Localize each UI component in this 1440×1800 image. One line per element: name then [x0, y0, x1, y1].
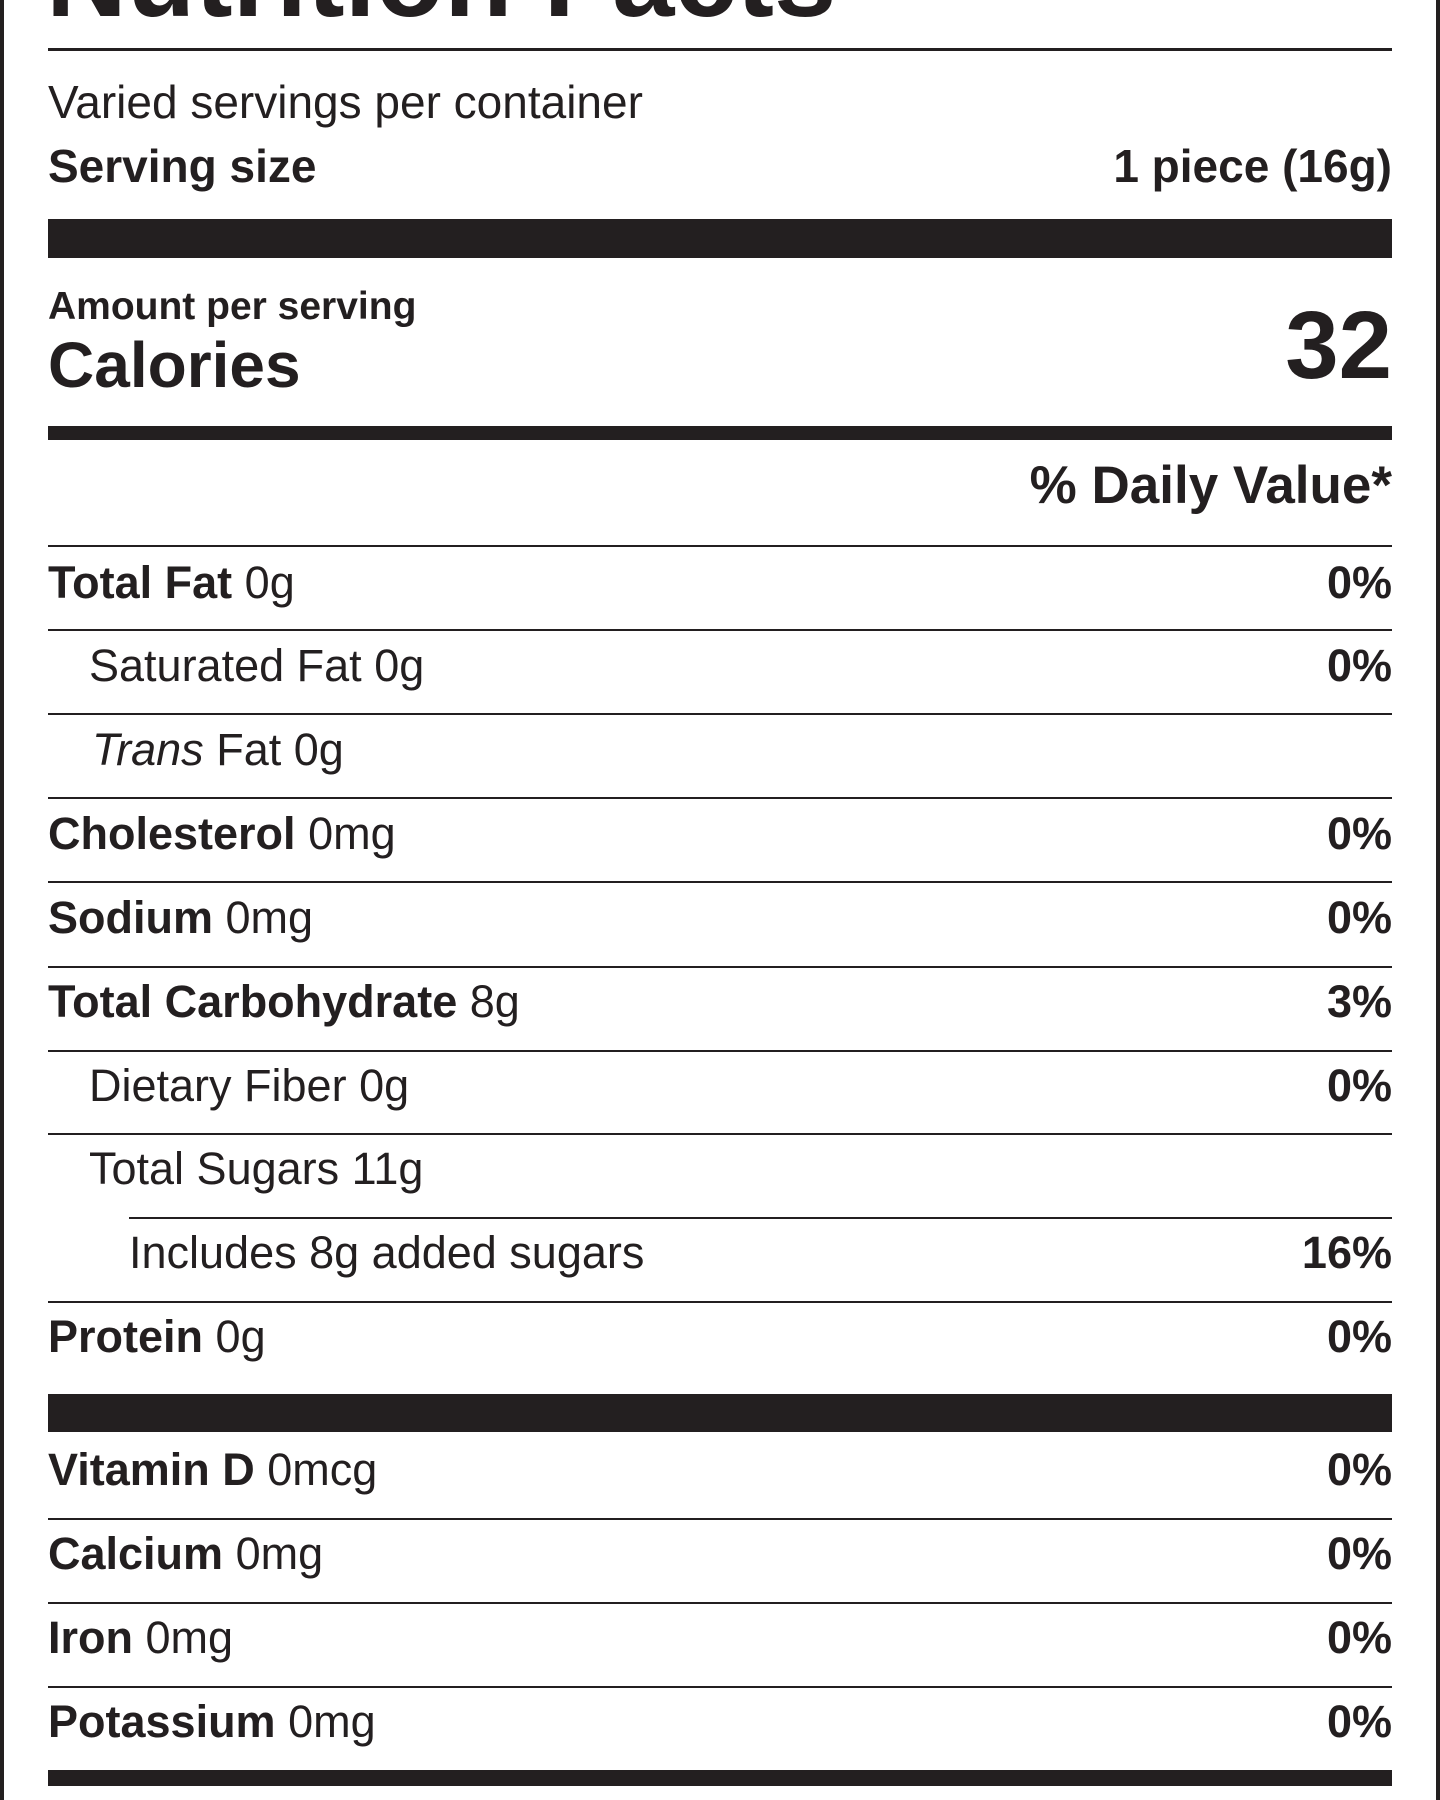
rule — [48, 881, 1392, 883]
vitamin-amount: 0mg — [288, 1696, 376, 1747]
vitamin-name: Vitamin D — [48, 1444, 255, 1495]
rule — [48, 1301, 1392, 1303]
vitamin-amount: 0mg — [235, 1528, 324, 1579]
nutrient-dv: 0% — [1326, 640, 1392, 691]
calories-value: 32 — [1285, 292, 1392, 399]
amount-per-serving: Amount per serving — [48, 285, 417, 328]
nutrient-name: Cholesterol — [48, 808, 296, 859]
nutrient-amount: 0g — [374, 640, 425, 691]
vitamin-name: Iron — [48, 1612, 133, 1663]
rule — [129, 1217, 1392, 1219]
nutrient-dv: 0% — [1326, 557, 1392, 608]
servings: Varied servings per container — [48, 76, 643, 128]
vitamin-name: Potassium — [48, 1696, 276, 1747]
rule — [48, 1133, 1392, 1135]
serving-size-value: 1 piece (16g) — [1113, 140, 1392, 192]
vitamin-dv: 0% — [1326, 1444, 1392, 1495]
nutrient-dv: 16% — [1301, 1227, 1392, 1278]
nutrient-dv: 0% — [1326, 1311, 1392, 1362]
nutrient-amount: 0g — [244, 557, 295, 608]
rule — [48, 629, 1392, 631]
nutrient-amount: 0mg — [225, 892, 314, 943]
daily-value-header: % Daily Value* — [1029, 456, 1392, 515]
rule — [48, 966, 1392, 968]
nutrient-name: Sodium — [48, 892, 213, 943]
rule — [48, 1602, 1392, 1604]
medium-bar — [48, 1770, 1392, 1786]
nutrient-name: Includes 8g added sugars — [129, 1227, 645, 1278]
frame-right — [1436, 0, 1440, 1800]
nutrient-dv: 0% — [1326, 1060, 1392, 1111]
vitamin-amount: 0mcg — [267, 1444, 378, 1495]
rule — [48, 1518, 1392, 1520]
thick-bar — [48, 219, 1392, 258]
frame-left — [0, 0, 4, 1800]
rule — [48, 713, 1392, 715]
vitamin-amount: 0mg — [145, 1612, 234, 1663]
nutrient-name: Dietary Fiber — [89, 1060, 347, 1111]
nutrient-name: Saturated Fat — [89, 640, 362, 691]
rule — [48, 797, 1392, 799]
nutrient-name: Fat — [216, 724, 282, 775]
nutrient-name-italic: Trans — [92, 724, 204, 775]
nutrient-dv: 0% — [1326, 892, 1392, 943]
calories-label: Calories — [48, 329, 301, 401]
vitamin-dv: 0% — [1326, 1528, 1392, 1579]
nutrient-name: Total Carbohydrate — [48, 976, 458, 1027]
nutrient-dv: 3% — [1326, 976, 1392, 1027]
serving-size-label: Serving size — [48, 140, 317, 192]
rule — [48, 1686, 1392, 1688]
medium-bar — [48, 426, 1392, 440]
nutrient-amount: 0g — [293, 724, 344, 775]
nutrient-amount: 0g — [359, 1060, 410, 1111]
vitamin-dv: 0% — [1326, 1612, 1392, 1663]
nutrient-amount: 11g — [351, 1143, 424, 1194]
rule — [48, 48, 1392, 51]
rule — [48, 1050, 1392, 1052]
nutrient-dv: 0% — [1326, 808, 1392, 859]
nutrient-name: Total Sugars — [89, 1143, 340, 1194]
nutrient-name: Protein — [48, 1311, 204, 1362]
nutrient-amount: 0g — [215, 1311, 266, 1362]
vitamin-dv: 0% — [1326, 1696, 1392, 1747]
thick-bar — [48, 1394, 1392, 1432]
nutrient-name: Total Fat — [48, 557, 233, 608]
nutrient-amount: 0mg — [308, 808, 396, 859]
vitamin-name: Calcium — [48, 1528, 224, 1579]
title: Nutrition Facts — [46, 0, 836, 34]
nutrient-amount: 8g — [469, 976, 520, 1027]
rule — [48, 545, 1392, 547]
